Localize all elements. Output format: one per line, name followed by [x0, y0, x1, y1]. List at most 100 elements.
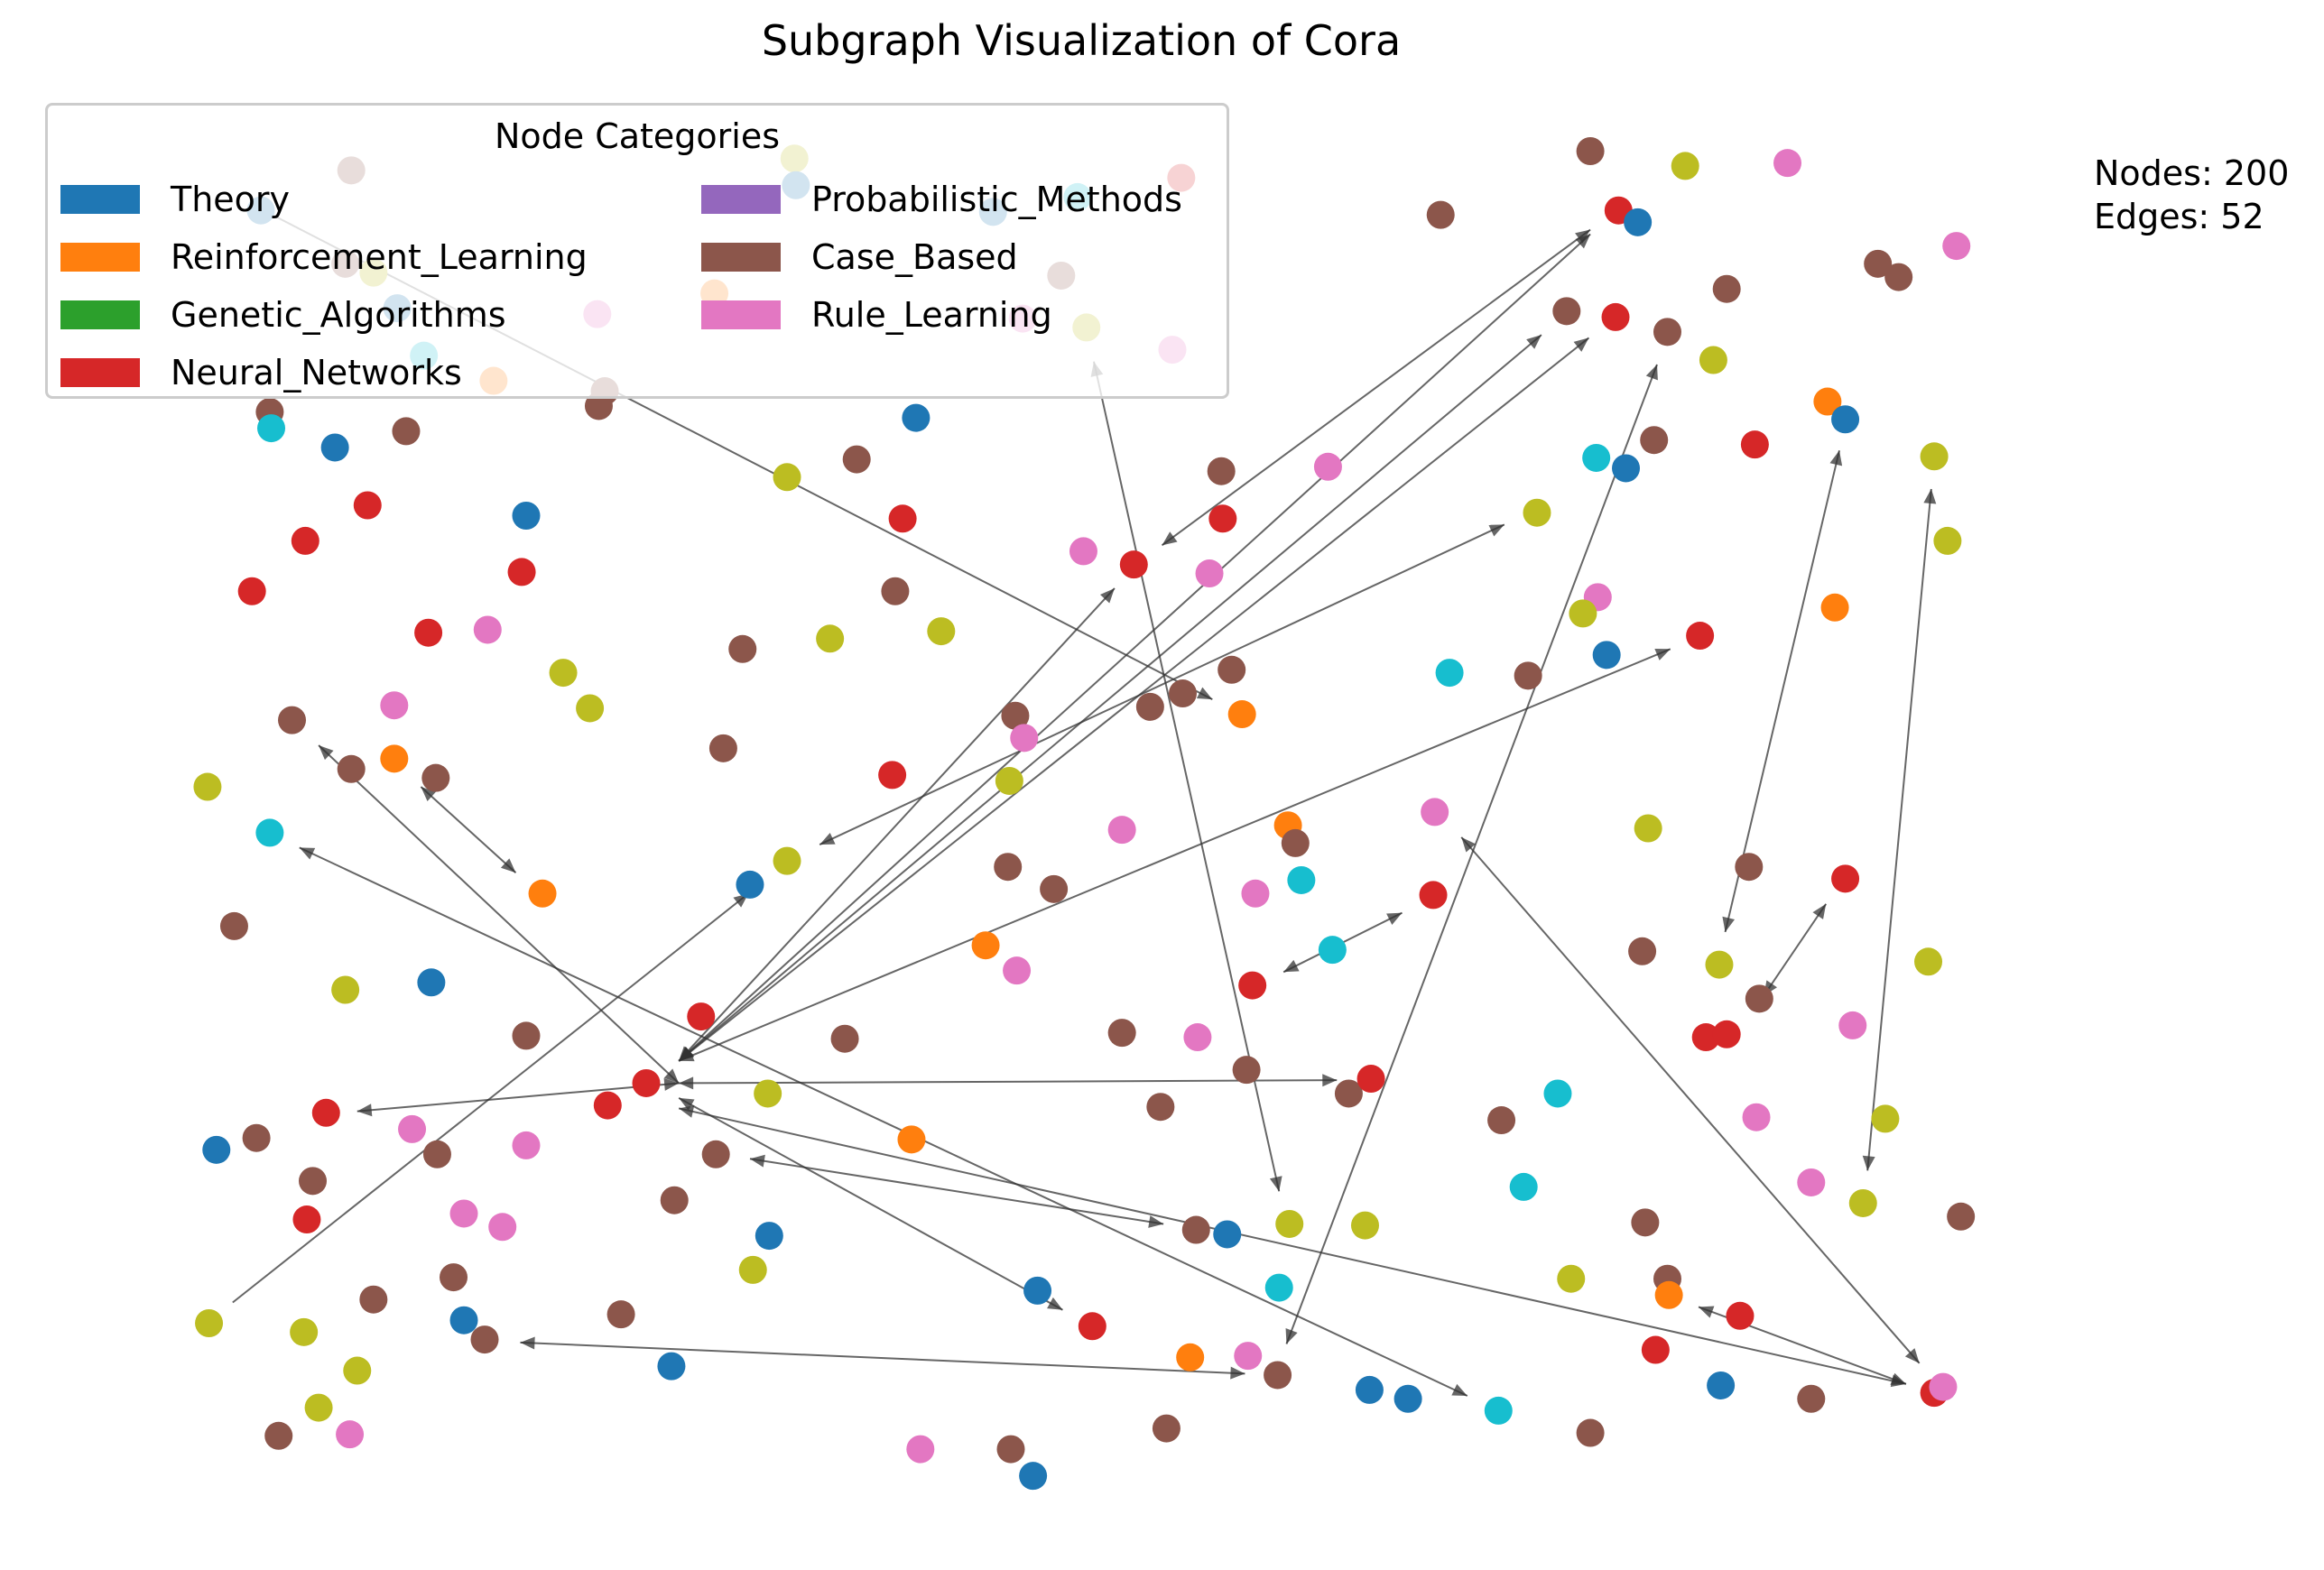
- graph-node: [1313, 452, 1342, 481]
- graph-node: [1797, 1384, 1826, 1413]
- graph-node: [1275, 1209, 1304, 1238]
- edge-arrowhead: [1812, 903, 1827, 919]
- graph-edge: [232, 892, 749, 1304]
- graph-node: [1634, 814, 1662, 843]
- graph-node: [1487, 1106, 1516, 1135]
- legend-label: Case_Based: [811, 237, 1018, 277]
- graph-node: [1168, 679, 1197, 708]
- graph-node: [1569, 599, 1597, 628]
- graph-node: [1264, 1361, 1292, 1390]
- graph-node: [1691, 1023, 1720, 1052]
- graph-node: [398, 1114, 427, 1143]
- graph-edge: [318, 744, 680, 1085]
- graph-node: [1543, 1079, 1572, 1108]
- edge-arrowhead: [1488, 524, 1505, 537]
- graph-node: [392, 417, 421, 446]
- legend-label: Theory: [171, 180, 291, 219]
- graph-node: [902, 403, 931, 432]
- graph-node: [1001, 701, 1030, 730]
- graph-edge: [679, 1079, 1338, 1085]
- graph-node: [422, 1140, 451, 1168]
- graph-node: [380, 744, 409, 773]
- graph-node: [660, 1186, 689, 1214]
- graph-node: [257, 414, 286, 443]
- graph-node: [1355, 1375, 1384, 1404]
- graph-node: [1152, 1414, 1181, 1443]
- graph-node: [1334, 1079, 1363, 1108]
- graph-node: [584, 392, 613, 420]
- graph-node: [1119, 550, 1148, 579]
- graph-node: [1107, 816, 1136, 845]
- legend-swatch: [60, 300, 140, 329]
- graph-node: [1712, 274, 1741, 303]
- graph-node: [1773, 149, 1802, 178]
- graph-node: [1686, 622, 1715, 651]
- graph-edge: [749, 1158, 1164, 1225]
- graph-node: [1612, 454, 1641, 483]
- edge-arrowhead: [1575, 229, 1591, 244]
- graph-node: [1069, 537, 1097, 566]
- graph-edge: [678, 1097, 1063, 1311]
- graph-node: [687, 1002, 716, 1031]
- graph-node: [336, 1420, 365, 1449]
- graph-node: [1264, 1273, 1293, 1302]
- graph-node: [1241, 879, 1270, 908]
- graph-node: [512, 501, 541, 530]
- edge-arrowhead: [356, 1104, 373, 1117]
- legend: Node Categories Theory Reinforcement_Lea…: [45, 103, 1229, 399]
- graph-node: [1176, 1343, 1205, 1371]
- graph-edge: [678, 1107, 1907, 1385]
- edge-arrowhead: [1645, 364, 1658, 381]
- graph-node: [1023, 1276, 1052, 1305]
- graph-node: [488, 1213, 517, 1242]
- graph-node: [290, 1317, 319, 1346]
- edge-arrowhead: [1698, 1306, 1715, 1318]
- graph-node: [1742, 1103, 1771, 1131]
- edge-arrowhead: [1862, 1155, 1875, 1171]
- graph-node: [1712, 1020, 1741, 1048]
- edge-arrowhead: [663, 1068, 680, 1084]
- graph-node: [708, 734, 737, 762]
- graph-node: [1820, 593, 1849, 622]
- edge-arrowhead: [819, 832, 836, 845]
- graph-node: [473, 615, 502, 644]
- legend-swatch: [701, 185, 781, 214]
- edge-arrowhead: [1451, 1383, 1468, 1396]
- graph-node: [1218, 655, 1246, 684]
- graph-node: [1884, 263, 1913, 291]
- graph-node: [1640, 426, 1669, 455]
- graph-node: [1419, 881, 1448, 910]
- graph-node: [1624, 208, 1653, 236]
- graph-node: [1735, 853, 1764, 882]
- graph-node: [1183, 1023, 1212, 1052]
- edge-layer: [232, 207, 1937, 1397]
- graph-node: [1435, 659, 1464, 688]
- graph-node: [1576, 1418, 1605, 1447]
- graph-node: [897, 1125, 926, 1154]
- graph-node: [1509, 1172, 1538, 1201]
- graph-node: [701, 1140, 730, 1168]
- graph-node: [1699, 346, 1727, 374]
- graph-edge: [678, 334, 1542, 1062]
- graph-node: [1208, 504, 1237, 533]
- graph-node: [1831, 864, 1860, 893]
- edge-arrowhead: [679, 1046, 694, 1061]
- graph-node: [1213, 1220, 1242, 1249]
- graph-node: [830, 1024, 859, 1053]
- graph-node: [1318, 936, 1347, 965]
- graph-node: [1523, 498, 1551, 527]
- graph-node: [1942, 232, 1971, 261]
- edge-arrowhead: [1099, 587, 1115, 604]
- edge-arrowhead: [1904, 1348, 1920, 1363]
- graph-node: [1671, 152, 1699, 180]
- graph-node: [337, 754, 366, 783]
- graph-node: [1078, 1312, 1106, 1341]
- graph-node: [193, 772, 222, 801]
- graph-node: [606, 1300, 635, 1329]
- graph-edge: [678, 337, 1590, 1062]
- graph-node: [1195, 559, 1224, 588]
- graph-node: [773, 463, 801, 492]
- edge-arrowhead: [679, 1105, 695, 1118]
- edge-arrowhead: [520, 1336, 535, 1350]
- graph-edge: [1763, 903, 1828, 997]
